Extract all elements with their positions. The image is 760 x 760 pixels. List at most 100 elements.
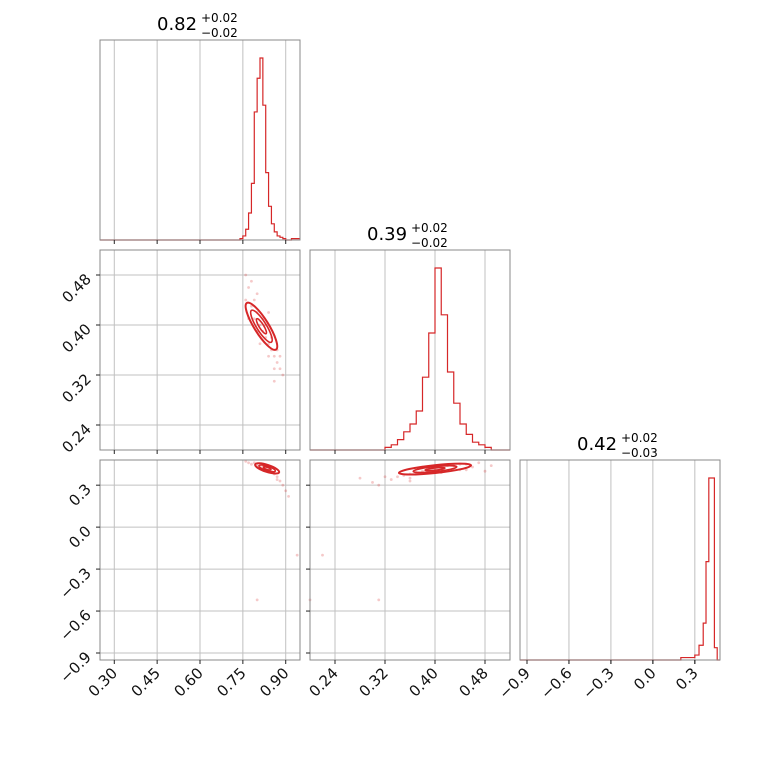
title-2-plus: +0.02 (621, 431, 658, 445)
y-tick-label: −0.9 (56, 648, 94, 686)
histogram-2 (520, 477, 720, 661)
y-tick-label: 0.24 (58, 420, 94, 456)
title-1-main: 0.39 (367, 224, 407, 245)
y-tick-label: −0.6 (56, 606, 94, 644)
title-param-2: 0.42 +0.02 −0.03 (577, 431, 658, 460)
sample-point (358, 476, 362, 480)
title-0-minus: −0.02 (201, 26, 238, 40)
x-axis-param-2: −0.9 −0.6 −0.3 0.0 0.3 (495, 660, 702, 703)
contour-level-2 (262, 465, 272, 471)
sample-point (275, 478, 279, 481)
sample-point (247, 286, 250, 289)
hist-panel-2 (519, 459, 721, 664)
x-tick-label: 0.30 (85, 664, 121, 700)
sample-point (275, 361, 279, 364)
sample-point (244, 459, 248, 463)
panel-1-2 (308, 459, 511, 661)
y-tick-label: 0.3 (65, 480, 95, 510)
sample-point (281, 373, 285, 377)
title-1-minus: −0.02 (411, 236, 448, 250)
x-tick-label: 0.45 (128, 664, 164, 700)
x-tick-label: 0.3 (672, 664, 702, 694)
x-tick-label: 0.32 (355, 664, 391, 700)
title-param-0: 0.82 +0.02 −0.02 (157, 11, 238, 40)
sample-point (389, 478, 393, 481)
x-tick-label: 0.60 (170, 664, 206, 700)
sample-point (471, 465, 474, 469)
y-tick-label: 0.40 (58, 320, 94, 356)
x-tick-label: −0.9 (495, 664, 533, 702)
sample-point (377, 483, 381, 487)
hist-panel-1 (309, 249, 511, 454)
x-tick-label: 0.75 (213, 664, 249, 700)
sample-point (295, 553, 299, 557)
sample-point (244, 273, 248, 277)
sample-point (272, 379, 276, 383)
sample-point (489, 464, 493, 467)
sample-point (483, 469, 487, 473)
title-1-plus: +0.02 (411, 221, 448, 235)
sample-point (255, 598, 259, 602)
sample-point (258, 342, 262, 346)
contour-level-0 (397, 462, 473, 476)
sample-point (272, 367, 276, 371)
sample-point (247, 461, 250, 465)
sample-point (284, 489, 288, 493)
panel-frame (309, 459, 511, 661)
sample-point (383, 475, 387, 479)
y-axis-param-2: −0.9 −0.6 −0.3 0.0 0.3 (56, 480, 100, 687)
title-2-main: 0.42 (577, 434, 617, 455)
contour-level-1 (249, 309, 273, 344)
sample-point (250, 462, 253, 466)
sample-point (250, 279, 253, 283)
x-tick-label: 0.24 (305, 664, 341, 700)
hist-frame-2 (519, 459, 721, 661)
sample-point (255, 292, 259, 296)
contour-level-0 (244, 301, 279, 351)
panel-0-1 (99, 249, 301, 451)
x-tick-label: 0.40 (405, 664, 441, 700)
x-tick-label: 0.0 (630, 664, 660, 694)
sample-point (272, 354, 276, 358)
sample-point (377, 598, 381, 602)
sample-point (278, 367, 282, 371)
sample-point (252, 298, 256, 302)
panel-0-2 (99, 459, 301, 661)
x-tick-label: −0.3 (579, 664, 617, 702)
title-0-plus: +0.02 (201, 11, 238, 25)
sample-point (321, 553, 324, 557)
title-param-1: 0.39 +0.02 −0.02 (367, 221, 448, 250)
sample-point (477, 461, 481, 465)
sample-point (267, 354, 270, 358)
hist-frame-1 (309, 249, 511, 451)
y-tick-label: 0.32 (58, 370, 94, 406)
sample-point (408, 479, 412, 483)
contour-level-2 (424, 466, 446, 472)
contour-level-0 (254, 462, 281, 475)
title-2-minus: −0.03 (621, 446, 658, 460)
x-tick-label: −0.6 (537, 664, 575, 702)
x-tick-label: 0.90 (256, 664, 292, 700)
sample-point (371, 480, 374, 484)
contour-level-2 (255, 317, 268, 335)
histogram-0 (100, 57, 300, 241)
x-axis-param-0: 0.30 0.45 0.60 0.75 0.90 (85, 660, 293, 700)
y-tick-label: 0.48 (58, 270, 94, 306)
sample-point (287, 494, 290, 498)
y-tick-label: 0.0 (65, 522, 95, 552)
hist-panel-0 (99, 39, 301, 244)
sample-point (252, 317, 256, 321)
histogram-1 (310, 267, 510, 451)
contour-level-1 (412, 464, 458, 474)
x-axis-param-1: 0.24 0.32 0.40 0.48 (305, 660, 492, 700)
y-tick-label: −0.3 (56, 564, 94, 602)
sample-point (408, 476, 412, 480)
y-axis-param-1: 0.24 0.32 0.40 0.48 (58, 270, 100, 456)
x-tick-label: 0.48 (455, 664, 491, 700)
sample-point (396, 475, 399, 479)
sample-point (278, 354, 282, 358)
contour-level-1 (258, 464, 277, 473)
sample-point (281, 483, 285, 487)
sample-point (275, 475, 279, 479)
